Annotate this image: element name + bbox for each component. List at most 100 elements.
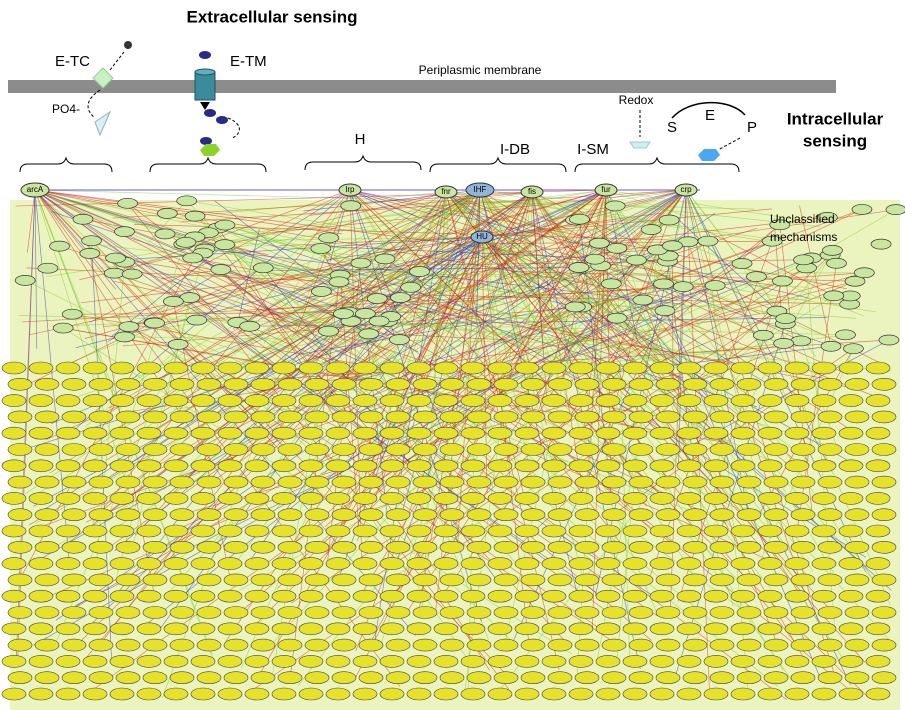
node xyxy=(758,590,782,602)
node xyxy=(137,655,161,667)
node xyxy=(380,395,404,407)
node xyxy=(380,655,404,667)
node xyxy=(440,607,464,619)
node-label: fnr xyxy=(441,187,451,196)
node xyxy=(732,258,752,268)
node xyxy=(164,427,188,439)
node xyxy=(812,558,836,570)
node xyxy=(116,574,140,586)
node xyxy=(104,268,124,278)
node xyxy=(569,427,593,439)
node xyxy=(488,558,512,570)
node xyxy=(791,411,815,423)
node xyxy=(791,336,811,346)
reaction-substrate: S xyxy=(667,119,677,136)
node xyxy=(575,672,599,684)
node xyxy=(401,282,421,292)
node xyxy=(353,590,377,602)
node xyxy=(791,672,815,684)
node xyxy=(164,362,188,374)
node xyxy=(440,509,464,521)
node xyxy=(575,541,599,553)
node xyxy=(353,362,377,374)
node xyxy=(548,639,572,651)
node xyxy=(305,411,329,423)
node xyxy=(83,623,107,635)
node xyxy=(839,460,863,472)
node xyxy=(872,444,896,456)
node xyxy=(758,688,782,700)
node xyxy=(542,623,566,635)
node xyxy=(812,427,836,439)
node xyxy=(623,525,647,537)
node xyxy=(197,444,221,456)
node xyxy=(278,378,302,390)
node xyxy=(137,688,161,700)
node xyxy=(461,655,485,667)
node xyxy=(29,590,53,602)
node xyxy=(110,525,134,537)
tm-channel-icon xyxy=(195,72,215,100)
node xyxy=(731,590,755,602)
node xyxy=(272,427,296,439)
node xyxy=(785,688,809,700)
node xyxy=(2,492,26,504)
node xyxy=(137,525,161,537)
node xyxy=(440,672,464,684)
node xyxy=(35,509,59,521)
node xyxy=(737,672,761,684)
node xyxy=(737,607,761,619)
node xyxy=(170,607,194,619)
node xyxy=(191,362,215,374)
node xyxy=(332,476,356,488)
node xyxy=(785,492,809,504)
node xyxy=(332,444,356,456)
group-label: I-SM xyxy=(577,141,609,158)
node xyxy=(731,558,755,570)
node xyxy=(710,672,734,684)
node xyxy=(251,476,275,488)
node xyxy=(332,607,356,619)
node xyxy=(683,541,707,553)
node xyxy=(623,655,647,667)
node xyxy=(197,378,221,390)
node xyxy=(8,574,32,586)
node xyxy=(633,295,653,305)
node xyxy=(467,672,491,684)
node xyxy=(299,558,323,570)
node xyxy=(791,639,815,651)
node xyxy=(731,362,755,374)
node xyxy=(746,272,766,282)
node xyxy=(569,590,593,602)
node xyxy=(110,688,134,700)
node xyxy=(818,541,842,553)
node xyxy=(2,427,26,439)
node xyxy=(677,460,701,472)
node xyxy=(326,688,350,700)
node xyxy=(218,460,242,472)
node xyxy=(155,229,175,239)
node xyxy=(341,201,361,211)
node xyxy=(56,395,80,407)
node xyxy=(386,444,410,456)
group-label: I-DB xyxy=(500,141,530,158)
node xyxy=(677,623,701,635)
node xyxy=(812,525,836,537)
ligand-icon xyxy=(216,116,228,124)
node xyxy=(764,607,788,619)
reaction-enzyme: E xyxy=(705,107,715,124)
node xyxy=(272,688,296,700)
node xyxy=(211,265,231,275)
node xyxy=(56,492,80,504)
node xyxy=(704,655,728,667)
node xyxy=(272,492,296,504)
node xyxy=(251,509,275,521)
node xyxy=(191,427,215,439)
node xyxy=(164,492,188,504)
node xyxy=(305,378,329,390)
node xyxy=(122,269,142,279)
node xyxy=(791,574,815,586)
node xyxy=(818,574,842,586)
node xyxy=(224,476,248,488)
node xyxy=(585,254,605,264)
